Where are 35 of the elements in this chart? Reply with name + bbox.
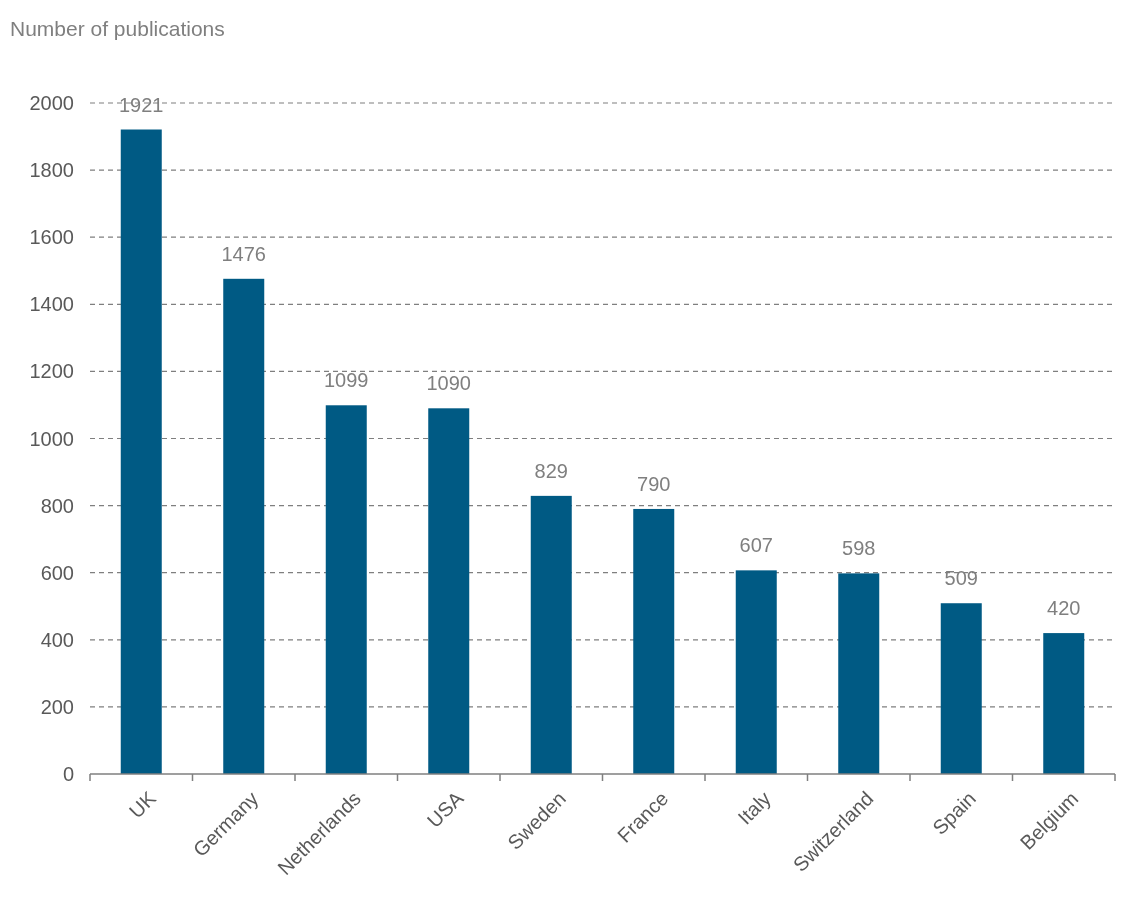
bar	[428, 408, 470, 774]
bar	[940, 603, 982, 774]
data-label: 420	[1047, 597, 1081, 620]
bar	[325, 405, 367, 774]
data-label: 1090	[426, 372, 471, 395]
data-label: 790	[637, 472, 671, 495]
bar	[120, 129, 162, 774]
y-tick-label: 200	[40, 695, 74, 718]
data-label: 829	[534, 459, 568, 482]
data-label: 1921	[119, 93, 164, 116]
y-axis-title: Number of publications	[10, 17, 225, 40]
bar	[530, 495, 572, 774]
y-tick-label: 1800	[29, 159, 74, 182]
y-tick-label: 2000	[29, 92, 74, 114]
bar	[223, 278, 265, 774]
data-label: 598	[842, 537, 876, 560]
data-label: 1476	[221, 242, 266, 265]
y-tick-label: 0	[62, 763, 74, 785]
x-tick-label: USA	[422, 786, 468, 832]
y-tick-label: 1600	[29, 226, 74, 249]
data-label: 607	[739, 534, 773, 557]
y-tick-label: 1000	[29, 427, 74, 450]
bar	[735, 570, 777, 774]
x-tick-label: UK	[124, 786, 161, 823]
y-tick-label: 1200	[29, 360, 74, 383]
x-tick-label: Italy	[733, 787, 775, 829]
data-label: 1099	[324, 369, 369, 392]
bar	[1043, 633, 1085, 774]
bar	[633, 508, 675, 774]
y-tick-label: 1400	[29, 293, 74, 316]
y-tick-label: 600	[40, 561, 74, 584]
y-tick-label: 800	[40, 494, 74, 517]
y-tick-label: 400	[40, 628, 74, 651]
data-label: 509	[944, 567, 978, 590]
bar	[838, 573, 880, 774]
